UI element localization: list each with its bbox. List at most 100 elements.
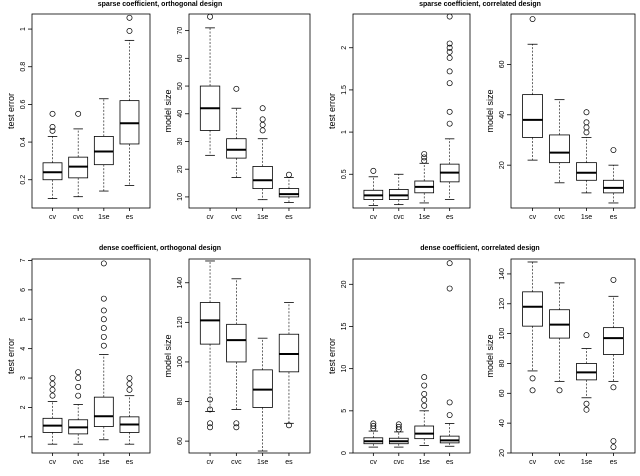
outlier-point [207, 13, 213, 20]
y-tick-label: 0.8 [20, 62, 27, 72]
iqr-box [522, 94, 543, 138]
outlier-point [49, 392, 56, 399]
y-tick-label: 0 [341, 451, 348, 455]
x-tick-label: es [610, 459, 618, 466]
outlier-point [610, 384, 617, 391]
iqr-box [414, 425, 435, 440]
group-title-sparse-orthogonal: sparse coefficient, orthogonal design [98, 1, 222, 8]
outlier-point [259, 116, 266, 123]
outlier-point [446, 399, 453, 406]
iqr-box [252, 166, 273, 190]
box-es [603, 147, 624, 204]
outlier-point [610, 147, 617, 154]
x-tick-label: cv [49, 459, 57, 466]
x-tick-label: es [126, 214, 134, 221]
y-tick-label: 7 [20, 258, 27, 262]
outlier-point [610, 444, 617, 450]
x-tick-label: cv [529, 214, 537, 221]
outlier-point [583, 400, 590, 407]
y-tick-label: 50 [177, 82, 184, 90]
plot-frame [31, 258, 151, 454]
outlier-point [100, 295, 107, 302]
outlier-point [395, 423, 402, 430]
y-tick-label: 120 [499, 298, 506, 310]
box-es [439, 260, 460, 447]
boxplot-panel: 20 40 60 80 100 120 140 model size cv cvc 1se es [485, 258, 636, 466]
y-tick-label: 1.5 [341, 85, 348, 95]
x-tick-label: es [610, 214, 618, 221]
box-es [603, 276, 624, 450]
outlier-point [446, 80, 453, 87]
group-title-sparse-correlated: sparse coefficient, correlated design [419, 1, 541, 8]
iqr-box [576, 162, 597, 181]
outlier-point [75, 383, 82, 390]
y-tick-label: 100 [499, 328, 506, 340]
outlier-point [100, 260, 107, 267]
outlier-point [233, 424, 240, 431]
box-1se [93, 98, 114, 192]
y-tick-label: 60 [499, 60, 506, 68]
plot-frame [188, 258, 311, 454]
boxplot-panel: 20 40 60 model size cv cvc 1se es [485, 13, 636, 221]
outlier-point [529, 16, 536, 22]
y-tick-label: 60 [177, 437, 184, 445]
outlier-point [233, 420, 240, 427]
outlier-point [49, 124, 56, 130]
boxplot-panel: 0.2 0.4 0.6 0.8 1 test error cv cvc 1se es [6, 13, 151, 221]
plot-frame [352, 258, 471, 454]
box-cv [199, 260, 221, 431]
boxplot-panel: 0.5 1 1.5 2 test error cv cvc 1se es [327, 13, 471, 221]
outlier-point [446, 412, 453, 418]
outlier-point [446, 54, 453, 61]
outlier-point [446, 40, 453, 47]
outlier-point [286, 422, 292, 429]
outlier-point [100, 307, 107, 314]
x-tick-label: 1se [419, 459, 430, 466]
box-cv [199, 13, 221, 156]
x-tick-label: 1se [257, 459, 268, 466]
box-1se [252, 337, 273, 452]
outlier-point [421, 391, 428, 397]
box-es [119, 375, 140, 445]
y-axis-label: test error [327, 93, 337, 129]
box-cvc [226, 278, 247, 431]
iqr-box [522, 291, 543, 327]
outlier-point [207, 406, 213, 413]
x-tick-label: 1se [257, 214, 268, 221]
outlier-point [421, 396, 428, 403]
box-es [278, 302, 300, 429]
outlier-point [610, 276, 617, 283]
box-1se [414, 151, 435, 204]
outlier-point [583, 332, 590, 339]
iqr-box [603, 327, 624, 355]
x-tick-label: 1se [419, 214, 430, 221]
x-tick-label: 1se [581, 459, 592, 466]
x-tick-label: cvc [231, 214, 242, 221]
outlier-point [286, 171, 292, 178]
boxplot-panel: 60 80 100 120 140 model size cv cvc 1se es [163, 258, 311, 466]
box-cvc [226, 85, 247, 178]
y-tick-label: 5 [341, 409, 348, 413]
y-tick-label: 20 [499, 449, 506, 457]
y-tick-label: 15 [341, 322, 348, 330]
x-tick-label: cv [529, 459, 537, 466]
box-cv [42, 110, 63, 199]
outlier-point [75, 369, 82, 376]
y-tick-label: 0.6 [20, 99, 27, 109]
outlier-point [49, 127, 56, 134]
y-tick-label: 120 [177, 316, 184, 328]
outlier-point [529, 375, 536, 382]
outlier-point [126, 28, 133, 34]
box-es [278, 171, 300, 203]
box-cv [522, 16, 543, 161]
x-tick-label: cvc [394, 459, 405, 466]
y-tick-label: 100 [177, 356, 184, 368]
y-tick-label: 20 [499, 161, 506, 169]
y-tick-label: 4 [20, 347, 27, 351]
iqr-box [226, 323, 247, 363]
y-tick-label: 10 [341, 365, 348, 373]
y-tick-label: 0.4 [20, 137, 27, 147]
outlier-point [100, 325, 107, 332]
outlier-point [126, 14, 133, 21]
box-1se [576, 109, 597, 194]
